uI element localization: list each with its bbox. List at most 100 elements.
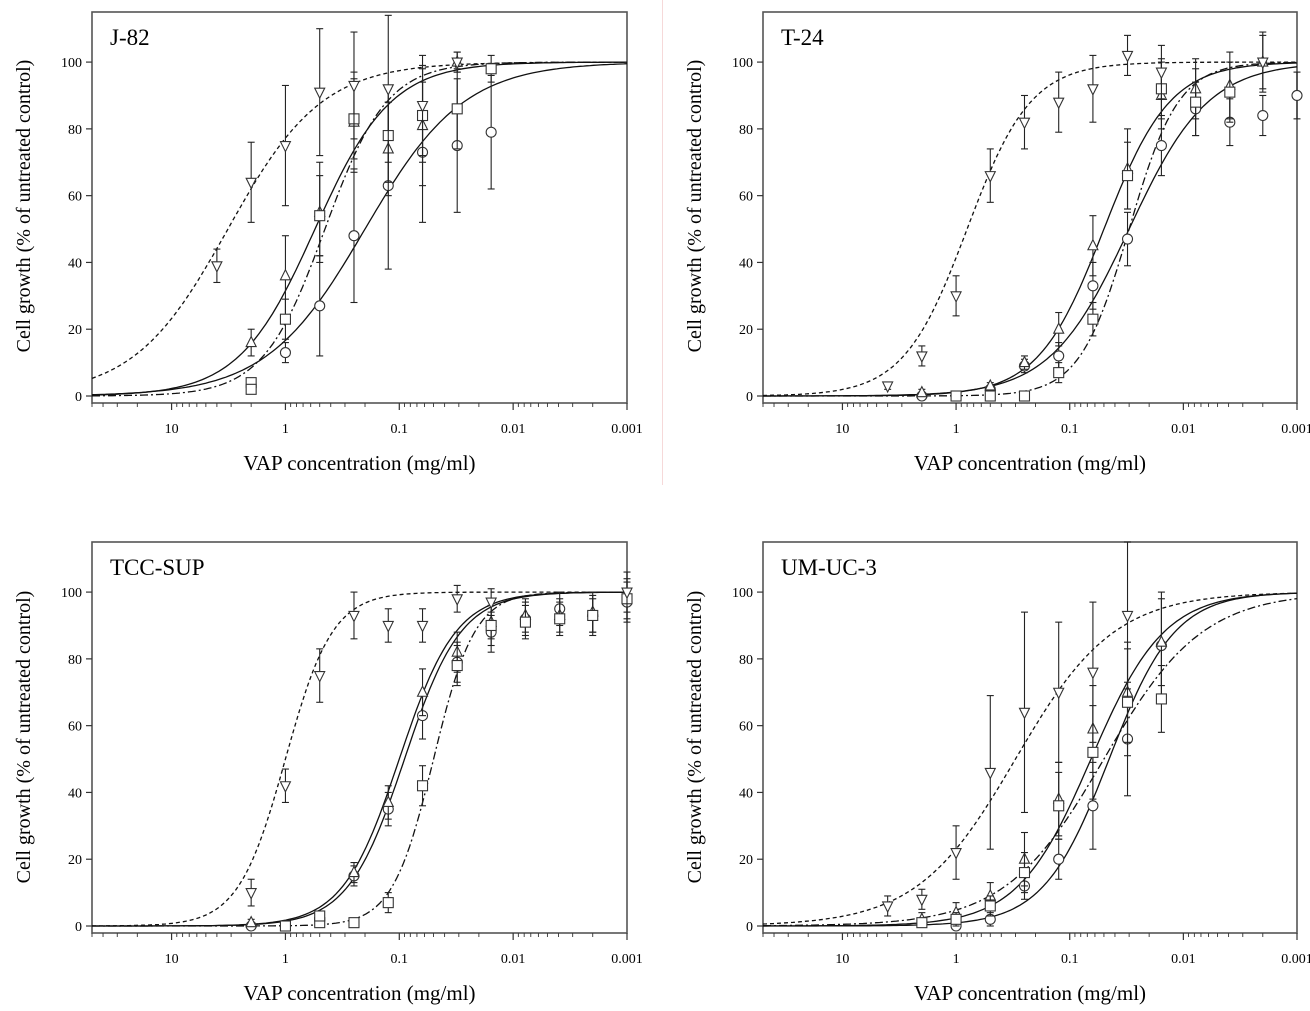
marker-square <box>1224 86 1236 98</box>
y-tick-label: 100 <box>732 56 753 71</box>
y-tick-label: 80 <box>739 123 753 138</box>
marker-triangle-down <box>279 781 292 793</box>
y-tick-label: 20 <box>68 323 82 338</box>
marker-square <box>984 900 996 912</box>
fit-curve-triangle-down <box>762 61 1297 397</box>
marker-square <box>279 920 291 932</box>
chart-panel-um-uc-3: 0 20 40 60 80 100 10 1 0.1 0.01 0.001 VAP concentra… <box>684 541 1310 1005</box>
x-tick-label: 0.01 <box>501 952 526 967</box>
x-tick-label: 0.001 <box>611 422 643 437</box>
marker-triangle-down <box>950 291 962 304</box>
marker-triangle-down <box>348 610 360 623</box>
fit-curve-square <box>92 591 627 927</box>
marker-circle <box>1291 89 1303 102</box>
y-tick-label: 80 <box>68 653 82 668</box>
marker-square <box>1018 390 1031 402</box>
panel-title: T-24 <box>781 25 824 50</box>
marker-triangle-down <box>1155 67 1168 80</box>
y-axis-label: Cell growth (% of untreated control) <box>684 60 706 353</box>
marker-square <box>314 910 326 922</box>
y-tick-label: 100 <box>61 56 82 71</box>
marker-square <box>1087 746 1099 758</box>
fit-curve-triangle-up <box>91 61 627 396</box>
fit-curve-triangle-down <box>91 61 627 380</box>
marker-triangle-down <box>1018 117 1031 130</box>
marker-square <box>1121 696 1134 708</box>
x-tick-label: 10 <box>165 952 179 967</box>
y-tick-label: 60 <box>739 190 753 205</box>
x-tick-label: 10 <box>835 422 849 437</box>
marker-square <box>519 616 531 628</box>
marker-triangle-up <box>348 865 360 878</box>
y-tick-label: 60 <box>68 720 82 735</box>
marker-triangle-up <box>382 795 395 808</box>
marker-triangle-up <box>1087 238 1099 251</box>
marker-triangle-down <box>416 100 429 113</box>
marker-triangle-down <box>451 594 464 606</box>
marker-triangle-down <box>984 171 997 183</box>
fit-curve-triangle-down <box>92 591 627 927</box>
x-tick-label: 0.001 <box>611 952 643 967</box>
marker-circle <box>1257 109 1269 122</box>
marker-circle <box>485 126 497 138</box>
marker-square <box>1155 693 1167 705</box>
marker-triangle-down <box>1121 610 1134 623</box>
y-tick-label: 100 <box>732 586 753 601</box>
x-tick-label: 10 <box>835 952 849 967</box>
y-tick-label: 60 <box>68 190 82 205</box>
y-tick-label: 60 <box>739 720 753 735</box>
y-tick-label: 80 <box>739 653 753 668</box>
fit-curve-circle <box>91 63 628 396</box>
chart-panel-tcc-sup: 0 20 40 60 80 100 10 1 0.1 0.01 0.001 VAP concentra… <box>13 541 643 1005</box>
x-tick-label: 10 <box>165 422 179 437</box>
panel-title: J-82 <box>110 25 150 50</box>
marker-triangle-up <box>245 915 258 928</box>
marker-square <box>245 383 257 395</box>
marker-triangle-up <box>915 385 928 398</box>
x-tick-label: 0.1 <box>1061 952 1079 967</box>
marker-square <box>554 613 566 625</box>
marker-square <box>485 63 497 75</box>
y-tick-label: 80 <box>68 123 82 138</box>
marker-triangle-down <box>1087 84 1099 97</box>
marker-circle <box>348 230 360 242</box>
marker-square <box>1087 313 1099 325</box>
y-tick-label: 100 <box>61 586 82 601</box>
marker-triangle-down <box>984 767 997 780</box>
y-axis-label: Cell growth (% of untreated control) <box>684 591 706 884</box>
marker-circle <box>1053 350 1065 362</box>
marker-triangle-up <box>984 378 997 391</box>
y-tick-label: 0 <box>75 390 82 405</box>
marker-square <box>587 609 599 622</box>
x-tick-label: 1 <box>953 952 960 967</box>
x-tick-label: 1 <box>282 422 289 437</box>
x-axis-label: VAP concentration (mg/ml) <box>914 451 1146 475</box>
marker-triangle-down <box>382 620 395 633</box>
y-tick-label: 40 <box>739 786 753 801</box>
y-tick-label: 0 <box>746 390 753 405</box>
marker-triangle-down <box>313 87 326 100</box>
marker-triangle-down <box>416 620 429 633</box>
marker-square <box>348 917 360 929</box>
plot-frame <box>762 541 1298 934</box>
marker-triangle-down <box>245 177 258 190</box>
marker-circle <box>1053 853 1065 865</box>
x-axis-label: VAP concentration (mg/ml) <box>914 981 1146 1005</box>
marker-square <box>451 103 463 115</box>
marker-square <box>382 897 394 909</box>
marker-triangle-up <box>245 335 258 348</box>
marker-circle <box>279 347 291 359</box>
y-tick-label: 20 <box>739 323 753 338</box>
plot-frame <box>91 11 628 404</box>
marker-square <box>1190 96 1202 108</box>
marker-square <box>1053 367 1065 379</box>
marker-circle <box>1155 140 1167 152</box>
marker-triangle-down <box>1121 50 1134 63</box>
marker-triangle-up <box>1018 355 1031 368</box>
marker-triangle-up <box>1155 634 1168 647</box>
marker-triangle-down <box>1018 707 1031 720</box>
marker-triangle-down <box>348 80 360 93</box>
marker-circle <box>1121 233 1134 245</box>
marker-triangle-down <box>621 587 633 600</box>
